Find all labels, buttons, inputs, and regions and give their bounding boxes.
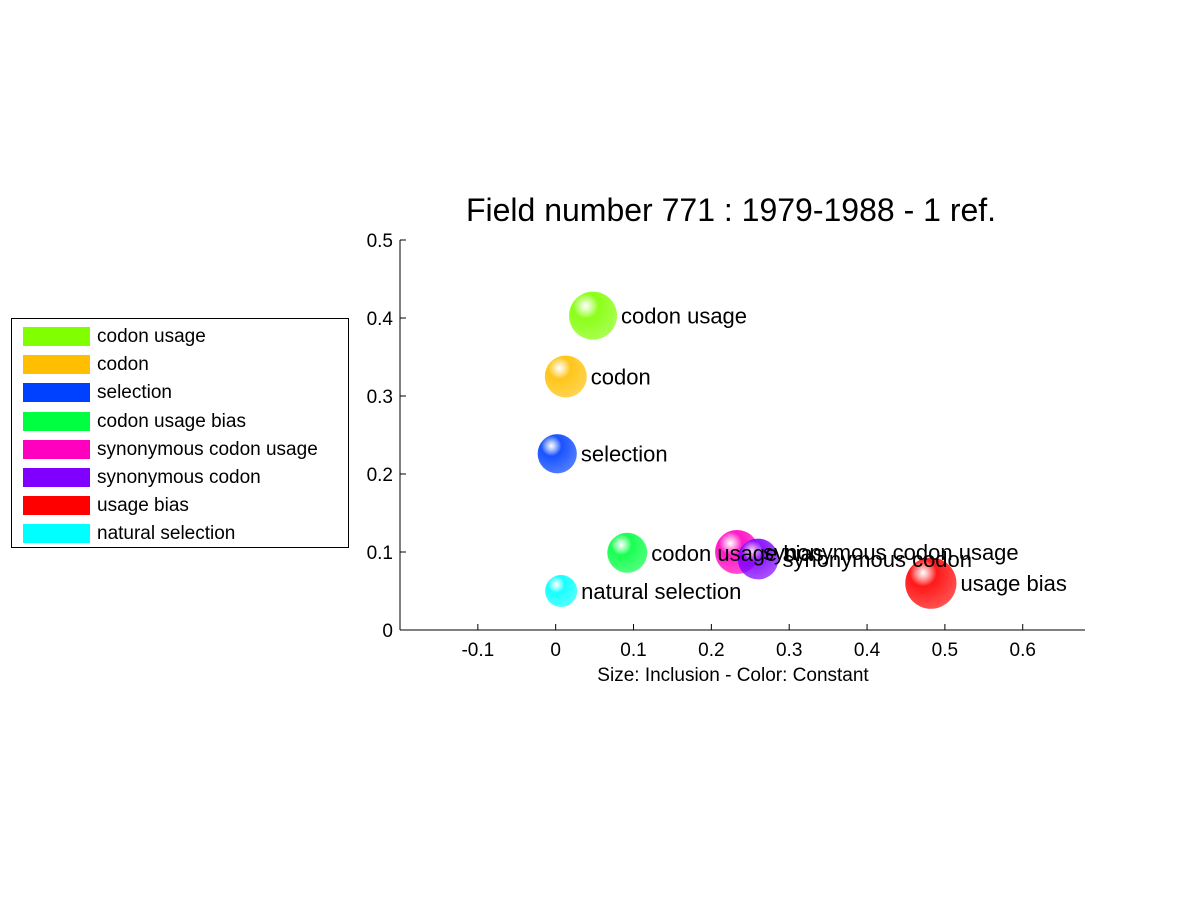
- legend-label: selection: [97, 382, 172, 404]
- bubble-point: [544, 355, 587, 398]
- legend-swatch: [23, 524, 90, 544]
- legend-swatch: [23, 439, 90, 459]
- x-tick-label: 0.1: [620, 640, 646, 661]
- bubble-point: [737, 538, 779, 580]
- x-tick-label: 0.2: [698, 640, 724, 661]
- bubbles: [537, 291, 957, 609]
- chart-title: Field number 771 : 1979-1988 - 1 ref.: [466, 192, 996, 228]
- bubble-label: selection: [581, 442, 668, 467]
- y-tick-label: 0: [382, 621, 393, 642]
- bubble-label: synonymous codon: [782, 547, 972, 572]
- bubble-label: synonymous codon usage: [763, 540, 1019, 565]
- y-tick-label: 0.4: [367, 309, 394, 330]
- bubble-label: codon: [591, 365, 651, 390]
- legend-label: natural selection: [97, 523, 236, 545]
- x-axis-label: Size: Inclusion - Color: Constant: [597, 665, 869, 686]
- axes: -0.1 0 0.1 0.2 0.3 0.4 0.5 0.6 0 0.1 0.2 0.3 0.4 0.5: [367, 231, 1085, 661]
- y-tick-label: 0.3: [367, 387, 393, 408]
- bubble-label: usage bias: [960, 571, 1066, 596]
- legend-swatch: [23, 496, 90, 516]
- point-labels: codon usage codon selection codon usage bia…: [581, 304, 1067, 604]
- bubble-point: [607, 532, 648, 573]
- legend-label: synonymous codon usage: [97, 438, 318, 460]
- legend-label: codon usage bias: [97, 410, 246, 432]
- legend-swatch: [23, 327, 90, 346]
- bubble-point: [905, 557, 957, 609]
- y-tick-label: 0.2: [367, 465, 393, 486]
- y-tick-label: 0.1: [367, 543, 393, 564]
- legend-swatch: [23, 411, 90, 431]
- bubble-point: [545, 575, 578, 607]
- x-tick-label: -0.1: [461, 640, 494, 661]
- legend-swatch: [23, 468, 90, 487]
- legend-label: codon: [97, 354, 149, 376]
- legend-swatch: [23, 383, 90, 403]
- x-tick-label: 0.3: [776, 640, 802, 661]
- bubble-label: natural selection: [581, 579, 741, 604]
- x-tick-label: 0.5: [932, 640, 958, 661]
- x-tick-label: 0.4: [854, 640, 881, 661]
- legend-label: codon usage: [97, 326, 206, 347]
- legend-label: usage bias: [97, 495, 189, 517]
- y-tick-label: 0.5: [367, 231, 393, 252]
- legend: codon usage codon selection codon usage bia…: [11, 318, 349, 548]
- x-tick-label: 0.6: [1010, 640, 1036, 661]
- bubble-point: [537, 434, 577, 474]
- legend-swatch: [23, 355, 90, 375]
- bubble-label: codon usage: [621, 304, 747, 329]
- legend-label: synonymous codon: [97, 467, 261, 488]
- bubble-point: [569, 291, 618, 340]
- bubble-label: codon usage bias: [651, 541, 823, 566]
- x-tick-label: 0: [550, 640, 561, 661]
